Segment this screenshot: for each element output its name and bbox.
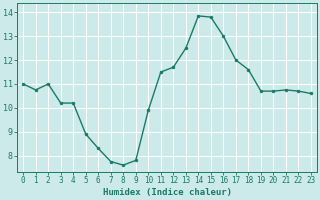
X-axis label: Humidex (Indice chaleur): Humidex (Indice chaleur) [103, 188, 232, 197]
